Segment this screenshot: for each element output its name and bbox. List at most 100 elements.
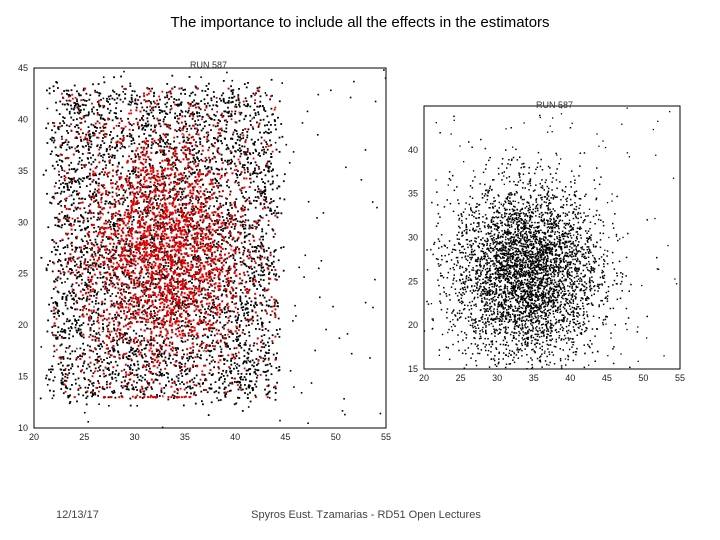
data-point [114, 313, 116, 316]
data-point [135, 174, 138, 176]
data-point [252, 128, 255, 130]
data-point [190, 167, 193, 170]
data-point [206, 140, 208, 143]
data-point [176, 320, 179, 323]
data-point [141, 387, 144, 390]
data-point [205, 131, 208, 134]
data-point [98, 247, 101, 250]
data-point [111, 282, 114, 285]
data-point [133, 161, 136, 163]
data-point [70, 285, 73, 288]
data-point [93, 294, 95, 297]
data-point [65, 298, 68, 301]
data-point [156, 353, 159, 356]
data-point [263, 185, 266, 188]
data-point [81, 278, 83, 281]
data-point [236, 239, 239, 242]
data-point [192, 257, 195, 260]
data-point [119, 117, 122, 120]
data-point [172, 358, 174, 360]
data-point [236, 336, 238, 338]
data-point [72, 335, 74, 338]
data-point [133, 363, 135, 365]
data-point [278, 151, 281, 153]
data-point [91, 395, 93, 398]
data-point [148, 382, 151, 384]
data-point [195, 337, 198, 340]
data-point [97, 212, 100, 215]
data-point [86, 251, 89, 254]
data-point [200, 320, 203, 322]
data-point [186, 148, 189, 151]
data-point [175, 280, 178, 283]
data-point [271, 113, 274, 116]
data-point [111, 378, 114, 380]
data-point [86, 395, 89, 398]
data-point [152, 344, 155, 347]
data-point [236, 174, 238, 176]
data-point [137, 127, 140, 130]
data-point [151, 238, 154, 240]
data-point [224, 386, 226, 389]
data-point [69, 352, 72, 355]
data-point [85, 397, 88, 399]
data-point [283, 198, 286, 201]
data-point [75, 382, 77, 385]
data-point [249, 120, 252, 122]
data-point [157, 277, 160, 280]
data-point [238, 325, 241, 328]
data-point [206, 226, 209, 229]
data-point [102, 118, 105, 120]
data-point [112, 302, 115, 305]
data-point [260, 349, 262, 352]
data-point [181, 188, 184, 191]
data-point [85, 227, 88, 230]
data-point [168, 344, 171, 347]
data-point [212, 339, 214, 342]
data-point [114, 373, 117, 376]
data-point [105, 200, 108, 203]
data-point [207, 139, 210, 142]
data-point [147, 143, 149, 146]
data-point [264, 344, 267, 347]
data-point [212, 214, 215, 216]
data-point [153, 117, 156, 120]
data-point [270, 373, 273, 376]
data-point [251, 359, 254, 362]
data-point [110, 354, 113, 357]
data-point [250, 257, 253, 260]
data-point [134, 276, 137, 279]
data-point [129, 373, 132, 375]
data-point [107, 153, 110, 155]
data-point [234, 150, 237, 152]
data-point [154, 254, 157, 257]
data-point [265, 378, 268, 381]
data-point [97, 265, 100, 268]
data-point [111, 156, 113, 159]
data-point [167, 162, 170, 165]
data-point [269, 207, 272, 210]
data-point [60, 154, 63, 156]
data-point [279, 419, 281, 422]
data-point [81, 153, 84, 155]
data-point [164, 143, 167, 145]
data-point [180, 366, 183, 368]
data-point [195, 262, 198, 265]
data-point [111, 371, 114, 373]
data-point [59, 240, 62, 242]
data-point [198, 112, 201, 114]
data-point [192, 105, 194, 107]
data-point [165, 222, 167, 225]
data-point [122, 129, 124, 132]
data-point [283, 173, 286, 176]
data-point [226, 184, 228, 187]
data-point [226, 111, 229, 114]
data-point [65, 197, 68, 200]
data-point [63, 190, 66, 193]
data-point [229, 348, 231, 350]
data-point [228, 265, 231, 268]
data-point [258, 355, 261, 358]
data-point [121, 166, 124, 169]
data-point [212, 306, 215, 309]
data-point [138, 156, 141, 158]
